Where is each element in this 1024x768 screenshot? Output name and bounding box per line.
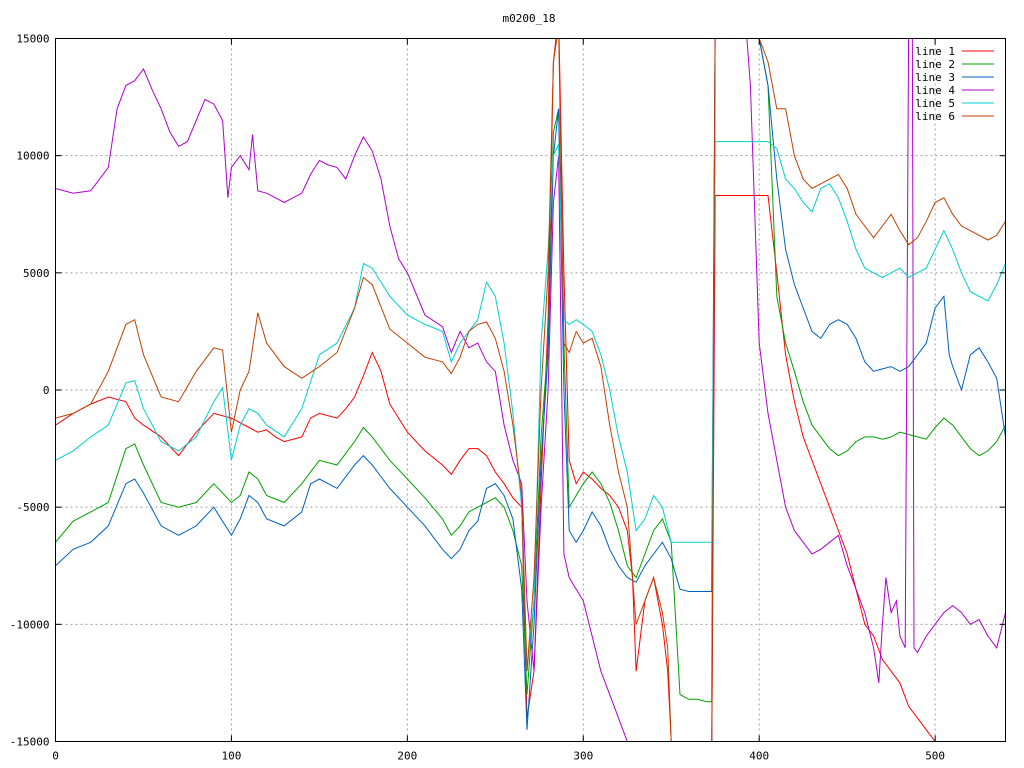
x-tick-label: 300	[573, 750, 593, 763]
series-line-6	[55, 38, 1006, 742]
y-tick-label: 15000	[16, 33, 49, 46]
x-tick-label: 500	[925, 750, 945, 763]
legend-label-4: line 4	[915, 84, 955, 97]
chart-title: m0200_18	[503, 12, 556, 25]
x-tick-label: 100	[221, 750, 241, 763]
series-lines	[55, 38, 1006, 742]
legend-label-3: line 3	[915, 71, 955, 84]
y-tick-label: -10000	[10, 618, 50, 631]
gridlines	[55, 38, 1006, 742]
series-line-3	[55, 38, 1006, 730]
series-line-5	[55, 141, 1006, 672]
x-tick-label: 0	[52, 750, 59, 763]
x-tick-label: 200	[397, 750, 417, 763]
y-tick-label: -5000	[16, 501, 49, 514]
legend-label-5: line 5	[915, 97, 955, 110]
y-tick-label: 0	[43, 384, 50, 397]
legend-label-2: line 2	[915, 58, 955, 71]
series-line-4	[55, 38, 1006, 742]
y-tick-label: 5000	[23, 267, 50, 280]
x-tick-label: 400	[749, 750, 769, 763]
series-group	[55, 38, 1006, 742]
y-tick-label: -15000	[10, 736, 50, 749]
legend-label-6: line 6	[915, 110, 955, 123]
legend-label-1: line 1	[915, 45, 955, 58]
axis-ticks: -15000 -10000 -5000 0 5000 10000 15000 0 100 200 3…	[10, 33, 1006, 763]
series-line-1	[55, 38, 936, 742]
y-tick-label: 10000	[16, 150, 49, 163]
series-line-2	[55, 38, 1006, 703]
